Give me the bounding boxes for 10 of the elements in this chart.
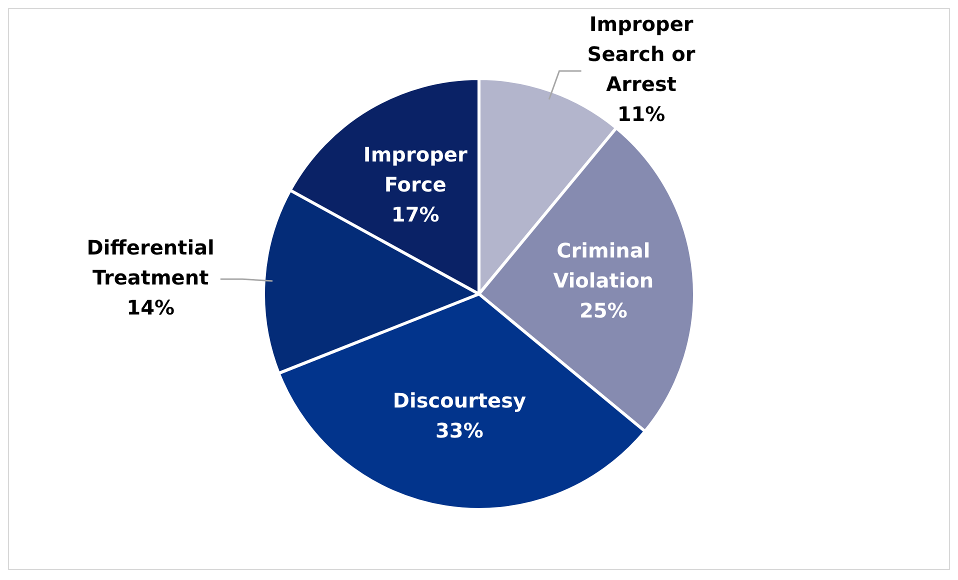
data-label: 17% [391,202,440,227]
slice-label: Improper Search or Arrest [587,12,696,96]
slice-label: Discourtesy [392,388,526,413]
slice-label: Improper Force [363,142,468,197]
slice-label: Criminal Violation [553,238,654,292]
data-label: 11% [617,102,666,126]
data-label: 14% [126,295,175,320]
data-label: 33% [436,418,484,443]
data-label: 25% [580,298,628,322]
slice-label: Differential Treatment [86,235,214,290]
